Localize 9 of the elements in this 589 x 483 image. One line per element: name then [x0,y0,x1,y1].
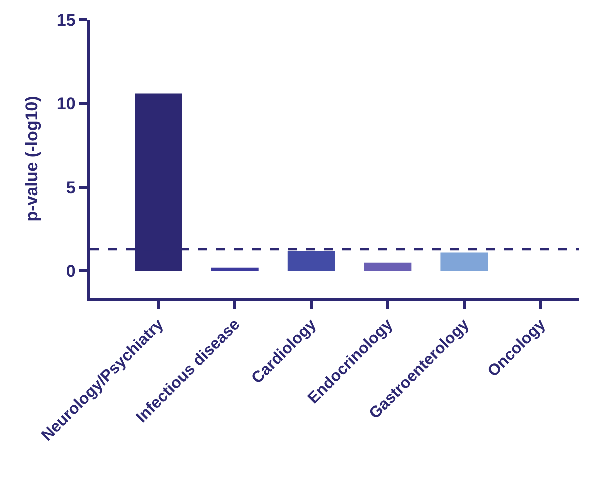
bar [288,251,336,272]
bar [364,262,412,272]
bar [440,252,488,272]
bar [211,268,259,272]
y-tick-label: 0 [66,262,76,282]
y-tick-label: 10 [56,94,76,114]
y-tick-label: 15 [56,10,76,30]
y-tick-label: 5 [66,178,76,198]
y-axis-title: p-value (-log10) [22,96,42,222]
